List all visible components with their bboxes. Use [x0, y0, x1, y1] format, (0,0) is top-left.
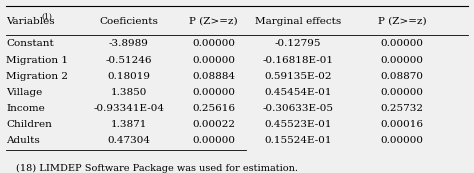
Text: 0.00000: 0.00000	[381, 39, 423, 48]
Text: Income: Income	[6, 103, 45, 112]
Text: Variables: Variables	[6, 17, 55, 26]
Text: 0.08884: 0.08884	[192, 71, 235, 80]
Text: Migration 2: Migration 2	[6, 71, 68, 80]
Text: Constant: Constant	[6, 39, 54, 48]
Text: Marginal effects: Marginal effects	[255, 17, 341, 26]
Text: Adults: Adults	[6, 135, 40, 144]
Text: 1.3850: 1.3850	[110, 88, 147, 97]
Text: -0.16818E-01: -0.16818E-01	[263, 56, 334, 65]
Text: 0.15524E-01: 0.15524E-01	[264, 135, 332, 144]
Text: 0.25732: 0.25732	[381, 103, 423, 112]
Text: (1): (1)	[41, 13, 52, 21]
Text: 1.3871: 1.3871	[110, 120, 147, 129]
Text: 0.00000: 0.00000	[192, 135, 235, 144]
Text: P (Z>=z): P (Z>=z)	[189, 17, 238, 26]
Text: -0.93341E-04: -0.93341E-04	[93, 103, 164, 112]
Text: 0.00000: 0.00000	[381, 88, 423, 97]
Text: 0.00000: 0.00000	[192, 88, 235, 97]
Text: 0.45454E-01: 0.45454E-01	[264, 88, 332, 97]
Text: 0.45523E-01: 0.45523E-01	[264, 120, 332, 129]
Text: (18) LIMDEP Software Package was used for estimation.: (18) LIMDEP Software Package was used fo…	[16, 164, 298, 173]
Text: 0.00022: 0.00022	[192, 120, 235, 129]
Text: 0.18019: 0.18019	[107, 71, 150, 80]
Text: 0.00000: 0.00000	[192, 56, 235, 65]
Text: 0.00000: 0.00000	[192, 39, 235, 48]
Text: 0.00016: 0.00016	[381, 120, 423, 129]
Text: 0.47304: 0.47304	[107, 135, 150, 144]
Text: 0.25616: 0.25616	[192, 103, 235, 112]
Text: 0.00000: 0.00000	[381, 135, 423, 144]
Text: P (Z>=z): P (Z>=z)	[378, 17, 426, 26]
Text: -0.12795: -0.12795	[275, 39, 321, 48]
Text: Migration 1: Migration 1	[6, 56, 68, 65]
Text: -0.30633E-05: -0.30633E-05	[263, 103, 334, 112]
Text: -0.51246: -0.51246	[105, 56, 152, 65]
Text: Village: Village	[6, 88, 42, 97]
Text: Children: Children	[6, 120, 52, 129]
Text: 0.00000: 0.00000	[381, 56, 423, 65]
Text: 0.59135E-02: 0.59135E-02	[264, 71, 332, 80]
Text: 0.08870: 0.08870	[381, 71, 423, 80]
Text: -3.8989: -3.8989	[109, 39, 148, 48]
Text: Coeficients: Coeficients	[99, 17, 158, 26]
